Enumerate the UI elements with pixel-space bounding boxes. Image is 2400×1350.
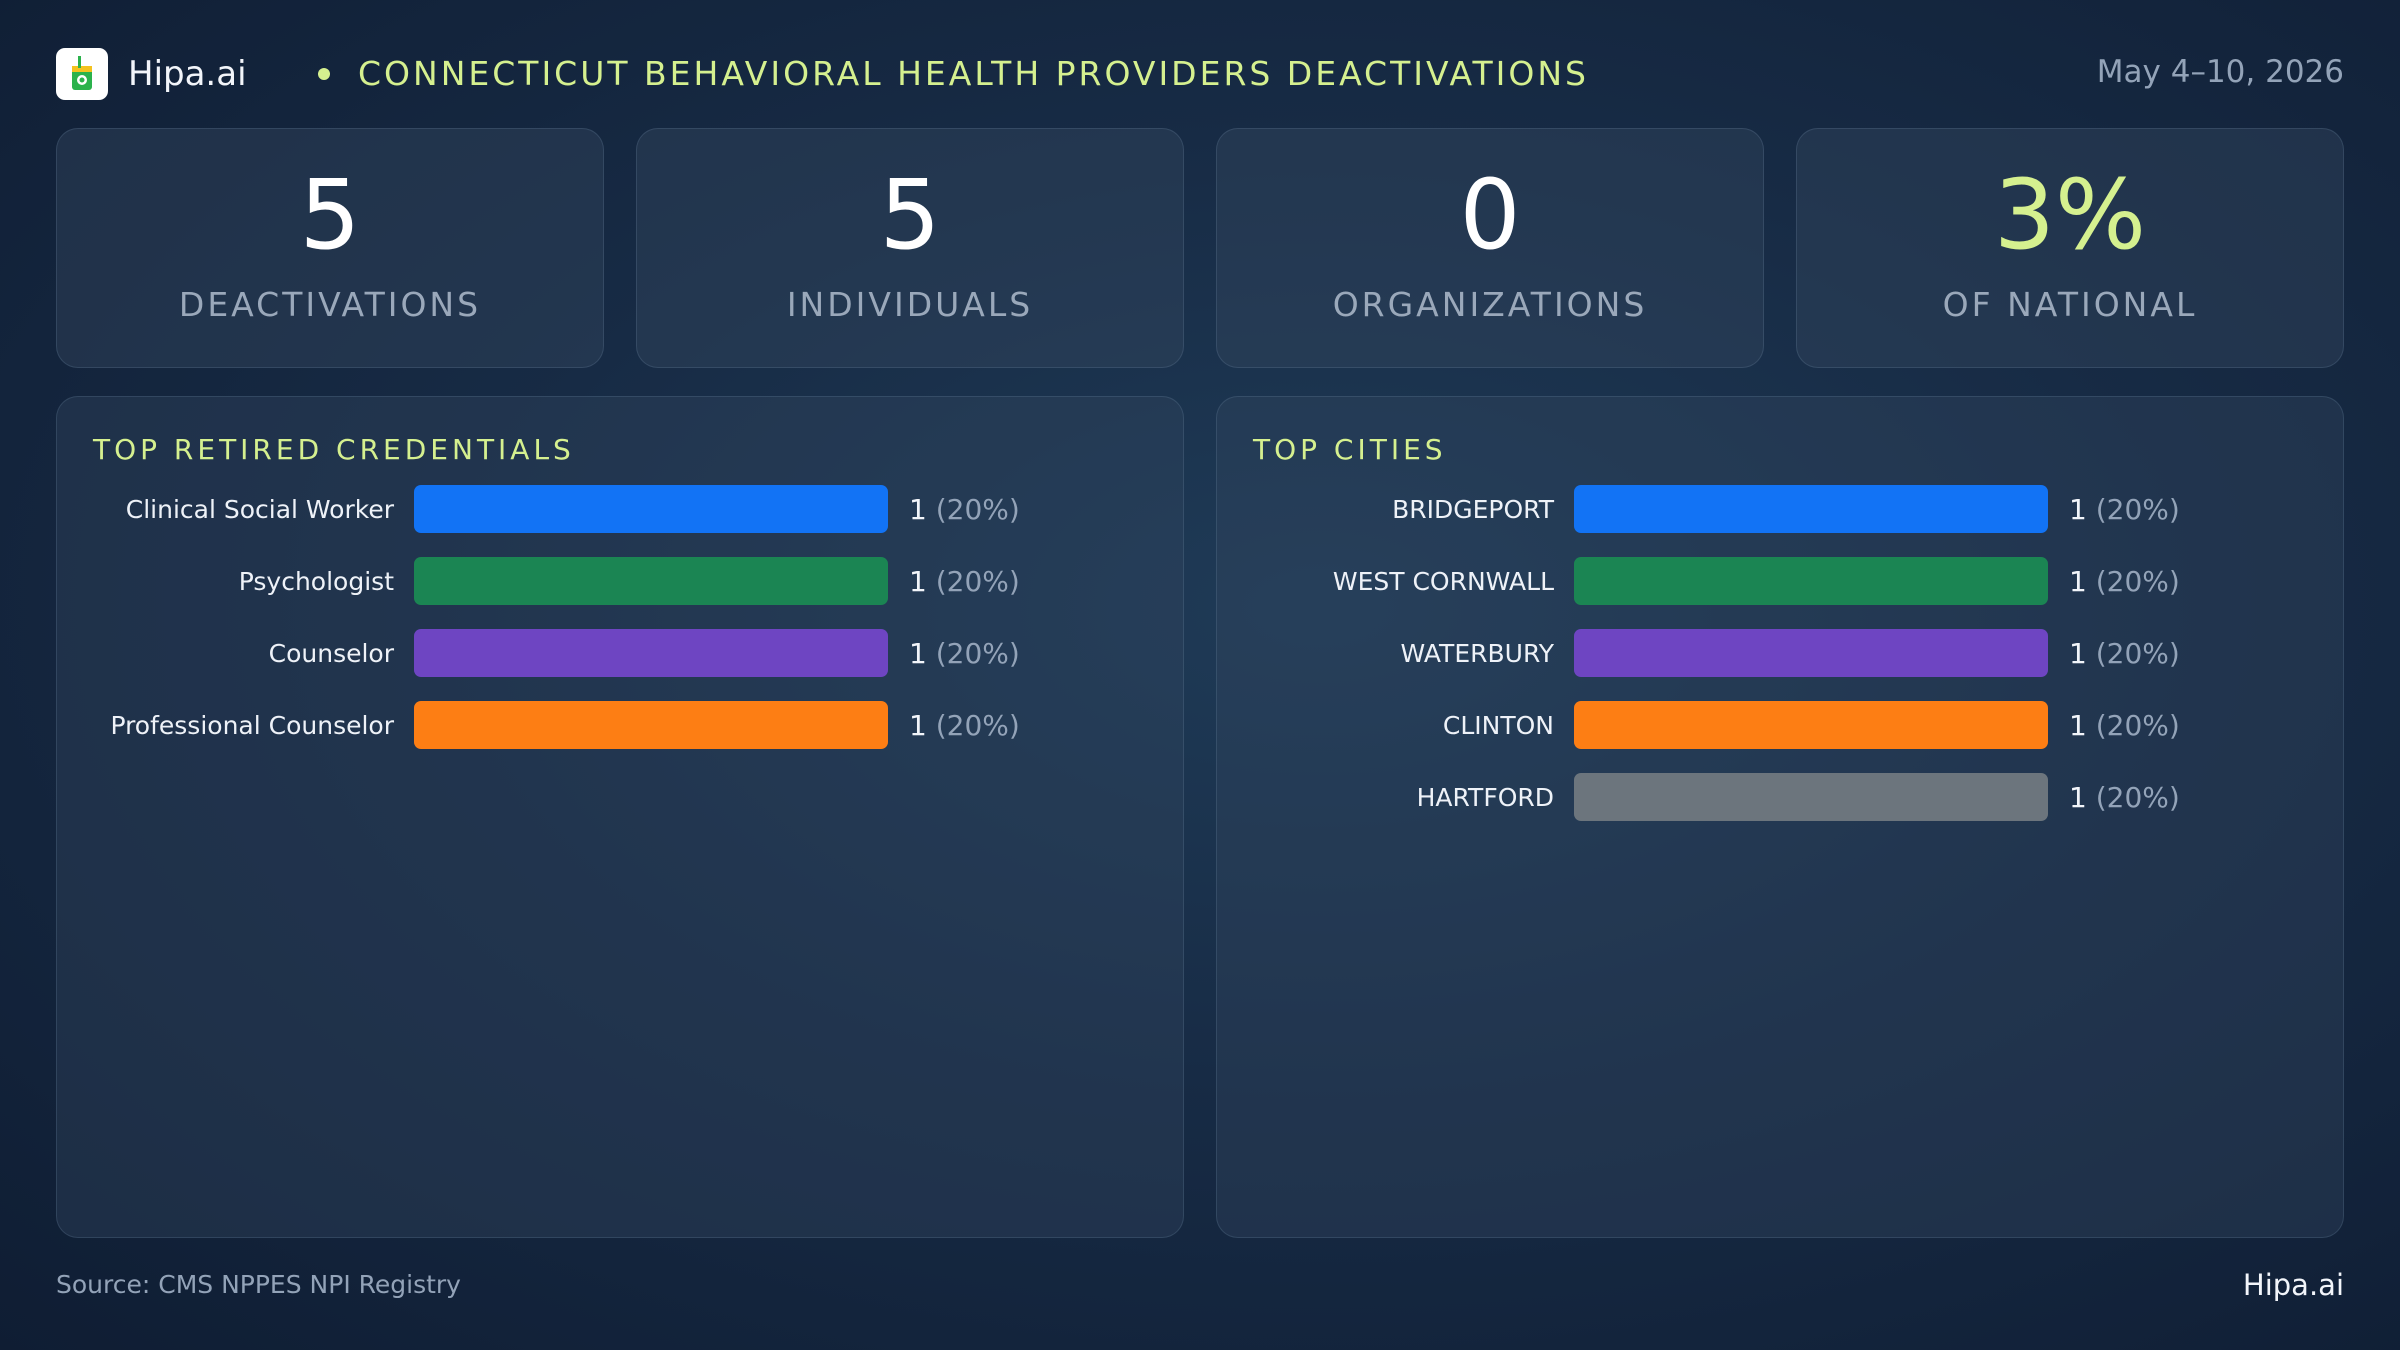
separator-dot [318, 68, 330, 80]
cities-panel: Top Cities BRIDGEPORT 1 (20%) WEST CORNWAL… [1216, 396, 2344, 1238]
kpi-label: Organizations [1332, 285, 1648, 324]
panel-title: Top Retired Credentials [93, 433, 575, 466]
bar [1574, 773, 2048, 821]
bar-value-label: 1 (20%) [909, 493, 1020, 526]
bar [414, 485, 888, 533]
bar-category-label: Counselor [269, 639, 395, 668]
bar [1574, 629, 2048, 677]
bar [1574, 485, 2048, 533]
kpi-label: Individuals [786, 285, 1034, 324]
bar [1574, 557, 2048, 605]
bar-value-label: 1 (20%) [909, 565, 1020, 598]
kpi-value: 5 [299, 159, 361, 271]
bar-value-label: 1 (20%) [2069, 637, 2180, 670]
bar [1574, 701, 2048, 749]
kpi-label: Deactivations [178, 285, 482, 324]
bar-value-label: 1 (20%) [2069, 709, 2180, 742]
bar-category-label: WATERBURY [1401, 639, 1555, 668]
bar [414, 557, 888, 605]
bar-category-label: CLINTON [1443, 711, 1554, 740]
bar-value-label: 1 (20%) [2069, 493, 2180, 526]
brand-name: Hipa.ai [128, 54, 247, 94]
bar [414, 701, 888, 749]
kpi-card-of-national: 3% of National [1796, 128, 2344, 368]
bar-category-label: WEST CORNWALL [1333, 567, 1554, 596]
bar-value-label: 1 (20%) [909, 637, 1020, 670]
kpi-card-organizations: 0 Organizations [1216, 128, 1764, 368]
panel-title: Top Cities [1253, 433, 1447, 466]
bar-category-label: Professional Counselor [110, 711, 394, 740]
kpi-value: 3% [1993, 159, 2147, 271]
kpi-card-individuals: 5 Individuals [636, 128, 1184, 368]
bar-value-label: 1 (20%) [2069, 565, 2180, 598]
credentials-panel: Top Retired Credentials Clinical Social … [56, 396, 1184, 1238]
source-note: Source: CMS NPPES NPI Registry [56, 1270, 461, 1299]
footer-brand: Hipa.ai [2242, 1268, 2344, 1302]
page-title: Connecticut Behavioral Health Providers … [358, 54, 1589, 93]
bar [414, 629, 888, 677]
kpi-label: of National [1942, 285, 2198, 324]
header: Hipa.ai Connecticut Behavioral Health Pr… [56, 46, 2344, 102]
bar-category-label: Clinical Social Worker [126, 495, 395, 524]
bar-value-label: 1 (20%) [909, 709, 1020, 742]
bar-category-label: Psychologist [239, 567, 394, 596]
kpi-card-deactivations: 5 Deactivations [56, 128, 604, 368]
cup-icon [72, 56, 92, 90]
kpi-value: 0 [1459, 159, 1521, 271]
bar-category-label: BRIDGEPORT [1392, 495, 1555, 524]
cities-bar-chart: BRIDGEPORT 1 (20%) WEST CORNWALL 1 (20%) WAT… [1333, 485, 2180, 821]
bar-category-label: HARTFORD [1417, 783, 1554, 812]
app-logo [56, 48, 108, 100]
date-range: May 4–10, 2026 [2096, 54, 2344, 90]
kpi-value: 5 [879, 159, 941, 271]
credentials-bar-chart: Clinical Social Worker 1 (20%) Psychologis… [110, 485, 1020, 749]
bar-value-label: 1 (20%) [2069, 781, 2180, 814]
